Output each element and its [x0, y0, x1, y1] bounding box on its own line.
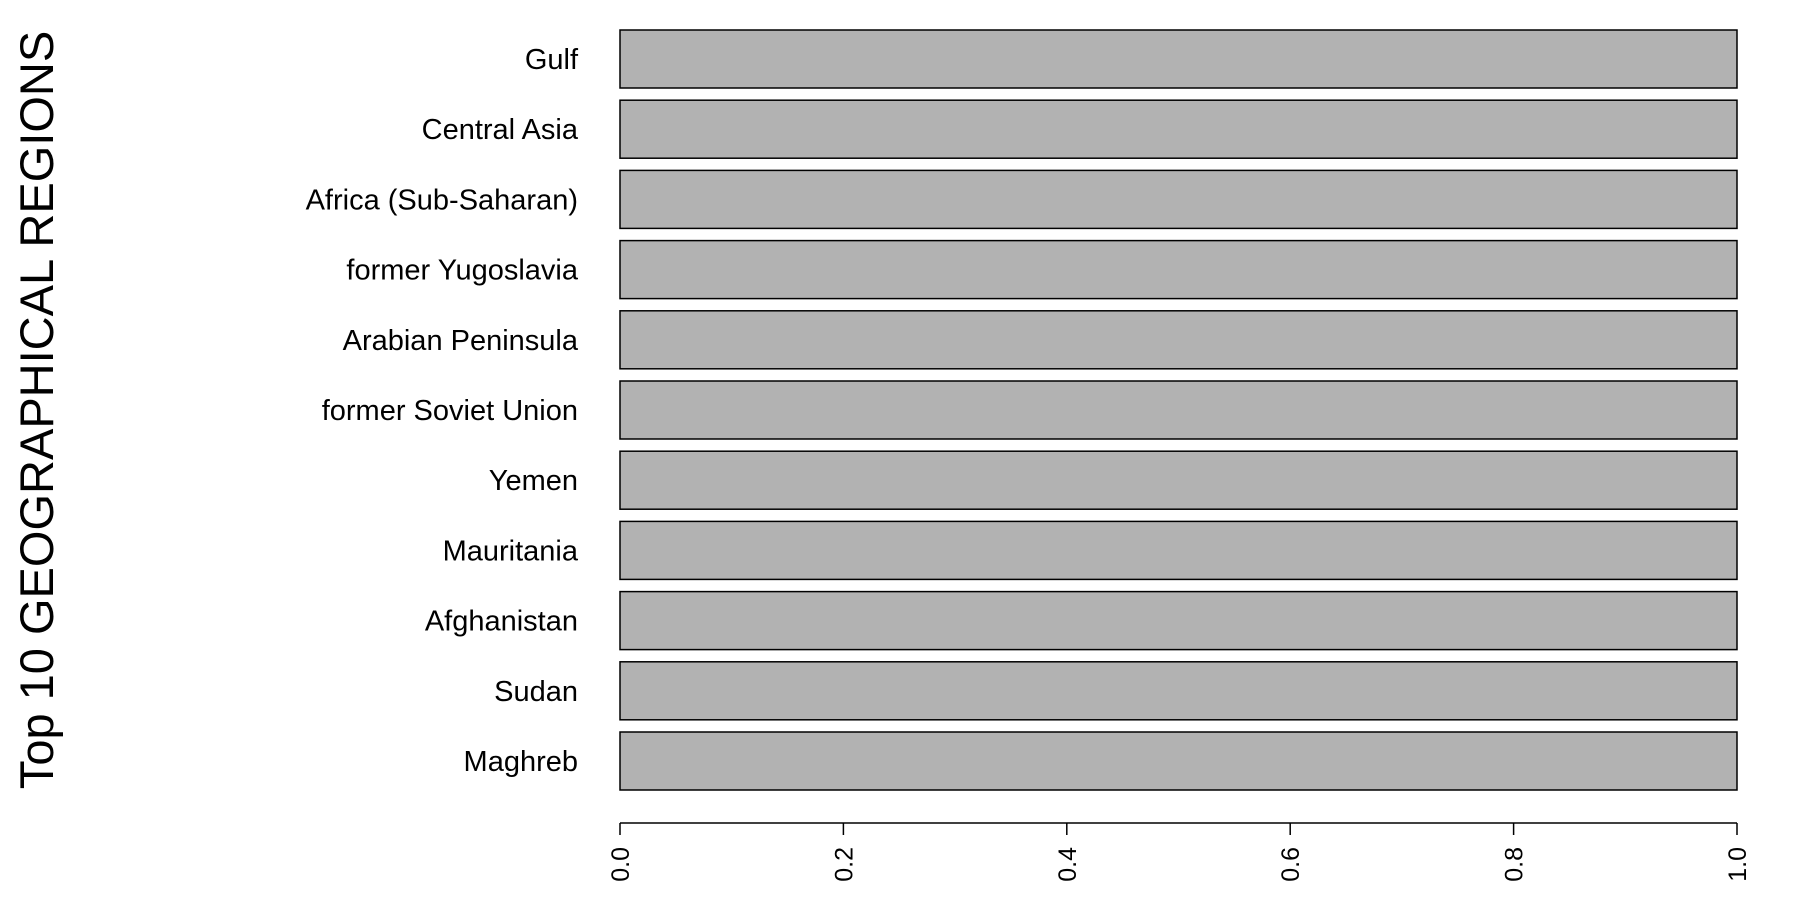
bar: [619, 450, 1738, 510]
category-labels: Gulf Central Asia Africa (Sub-Saharan) form…: [306, 44, 579, 778]
bar: [619, 169, 1738, 230]
category-label: former Yugoslavia: [346, 255, 578, 287]
x-axis: 0.0 0.2 0.4 0.6 0.8 1.0: [607, 822, 1752, 882]
bar: [619, 590, 1738, 651]
category-label: Sudan: [494, 676, 578, 708]
bar: [619, 380, 1738, 440]
x-tick-label: 0.6: [1277, 847, 1305, 882]
category-label: Gulf: [525, 44, 579, 76]
bar: [619, 239, 1738, 300]
bars-group: [619, 29, 1738, 791]
x-tick-label: 0.4: [1054, 847, 1082, 882]
bar: [619, 731, 1738, 791]
category-label: former Soviet Union: [322, 395, 578, 427]
category-label: Africa (Sub-Saharan): [306, 184, 578, 216]
x-tick-label: 0.2: [830, 847, 858, 882]
bar: [619, 661, 1738, 721]
category-label: Arabian Peninsula: [343, 325, 579, 357]
bar: [619, 99, 1738, 159]
bar: [619, 520, 1738, 581]
x-tick-label: 0.8: [1501, 847, 1529, 882]
category-label: Afghanistan: [425, 606, 578, 638]
bar: [619, 310, 1738, 370]
x-tick-label: 0.0: [607, 847, 635, 882]
x-tick-label: 1.0: [1724, 847, 1752, 882]
bar: [619, 29, 1738, 89]
category-label: Yemen: [489, 465, 578, 497]
y-axis-title: Top 10 GEOGRAPHICAL REGIONS: [10, 31, 63, 789]
category-label: Mauritania: [443, 535, 579, 567]
category-label: Central Asia: [422, 114, 579, 146]
category-label: Maghreb: [464, 746, 578, 778]
